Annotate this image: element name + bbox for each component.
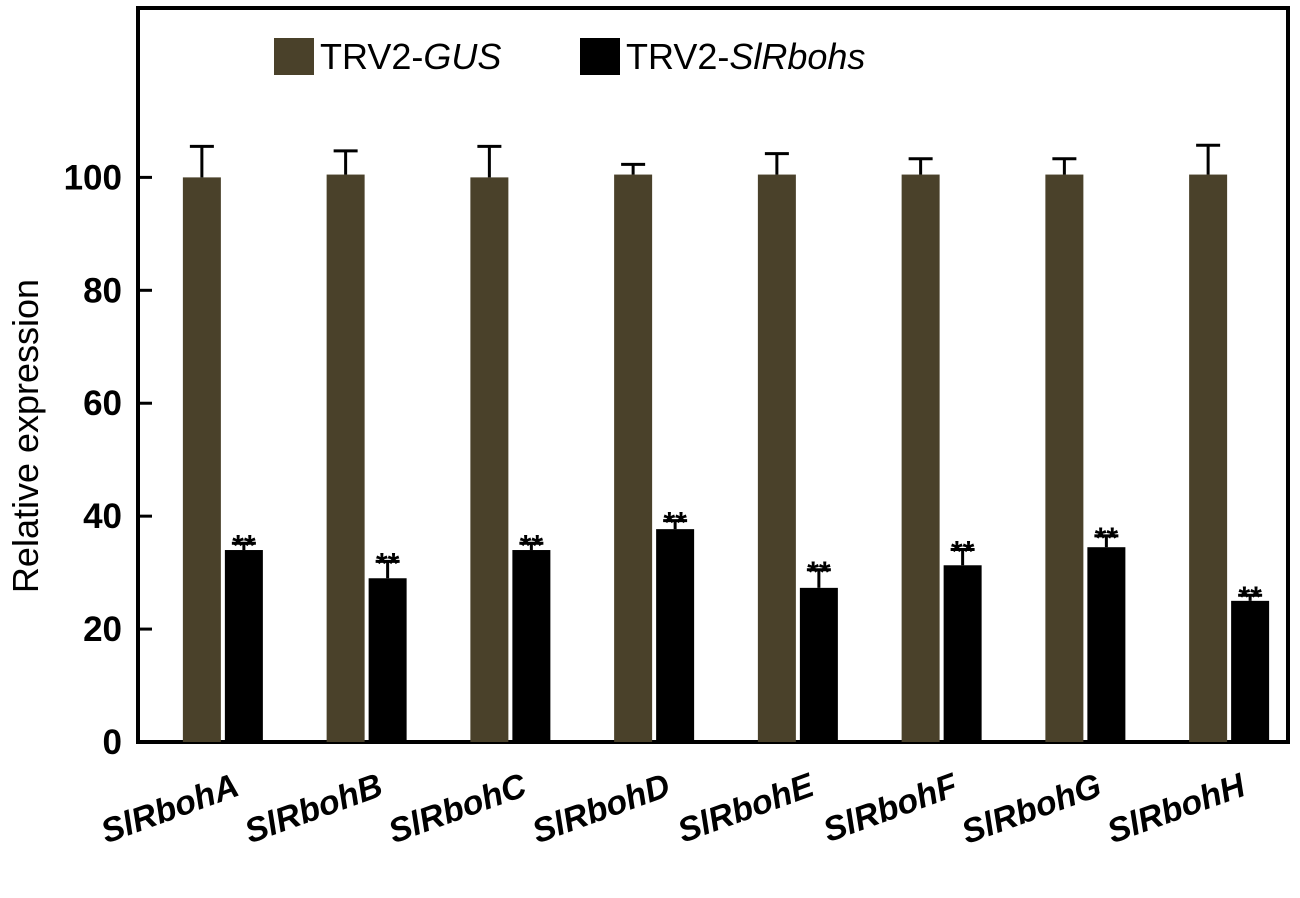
legend-label-trv2-slrbohs: TRV2-SlRbohs bbox=[626, 36, 865, 77]
bar-trv2-slrbohs bbox=[799, 587, 838, 742]
bar-trv2-gus bbox=[757, 174, 796, 743]
x-tick-label: SlRbohE bbox=[673, 766, 820, 851]
significance-marker: ** bbox=[663, 507, 687, 540]
legend-label-trv2-gus: TRV2-GUS bbox=[320, 36, 501, 77]
bar-trv2-gus bbox=[326, 174, 365, 743]
significance-marker: ** bbox=[951, 535, 975, 568]
bar-trv2-gus bbox=[614, 174, 653, 743]
legend: TRV2-GUS TRV2-SlRbohs bbox=[274, 36, 865, 77]
legend-swatch-trv2-slrbohs bbox=[580, 38, 620, 75]
bar-trv2-slrbohs bbox=[512, 550, 551, 742]
x-tick-label: SlRbohC bbox=[383, 766, 531, 851]
bar-trv2-slrbohs bbox=[1231, 600, 1270, 742]
bar-trv2-slrbohs bbox=[1087, 547, 1126, 742]
bar-trv2-gus bbox=[182, 177, 221, 742]
y-tick-label: 80 bbox=[83, 271, 122, 310]
bar-trv2-gus bbox=[1189, 174, 1228, 743]
bars: ** ** ** ** ** ** ** ** bbox=[182, 143, 1270, 743]
x-tick-label: SlRbohG bbox=[957, 766, 1107, 851]
y-tick-label: 100 bbox=[64, 158, 122, 197]
y-tick-label: 20 bbox=[83, 610, 122, 649]
plot-frame bbox=[136, 6, 1290, 744]
bar-trv2-gus bbox=[901, 174, 940, 743]
bar-trv2-slrbohs bbox=[656, 529, 695, 742]
y-tick-label: 60 bbox=[83, 384, 122, 423]
bar-trv2-slrbohs bbox=[368, 578, 407, 742]
significance-marker: ** bbox=[1095, 522, 1119, 555]
x-tick-label: SlRbohA bbox=[96, 766, 244, 851]
significance-marker: ** bbox=[376, 547, 400, 580]
x-tick-label: SlRbohF bbox=[818, 766, 963, 850]
bar-trv2-slrbohs bbox=[943, 565, 982, 742]
bar-trv2-slrbohs bbox=[224, 550, 263, 742]
significance-marker: ** bbox=[232, 529, 256, 562]
significance-marker: ** bbox=[520, 529, 544, 562]
y-tick-label: 40 bbox=[83, 497, 122, 536]
significance-marker: ** bbox=[807, 556, 831, 589]
bar-trv2-gus bbox=[470, 177, 509, 742]
bar-trv2-gus bbox=[1045, 174, 1084, 743]
x-tick-label: SlRbohH bbox=[1102, 766, 1251, 851]
x-tick-label: SlRbohB bbox=[240, 766, 388, 851]
legend-swatch-trv2-gus bbox=[274, 38, 314, 75]
significance-marker: ** bbox=[1238, 581, 1262, 614]
y-axis: 0 20 40 60 80 100 bbox=[64, 158, 152, 762]
y-axis-title: Relative expression bbox=[5, 279, 46, 593]
y-tick-label: 0 bbox=[103, 723, 122, 762]
x-tick-label: SlRbohD bbox=[527, 766, 675, 851]
